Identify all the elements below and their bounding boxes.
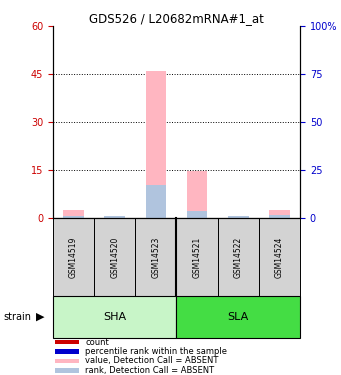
Text: GSM14520: GSM14520 — [110, 236, 119, 278]
Bar — [135, 217, 177, 296]
Bar — [269, 210, 290, 218]
Bar — [63, 210, 84, 218]
Bar — [187, 211, 207, 218]
Bar — [104, 216, 125, 217]
Title: GDS526 / L20682mRNA#1_at: GDS526 / L20682mRNA#1_at — [89, 12, 264, 25]
Text: strain: strain — [3, 312, 31, 322]
Bar — [146, 185, 166, 218]
Bar — [55, 368, 79, 373]
Text: ▶: ▶ — [36, 312, 44, 322]
Text: SHA: SHA — [103, 312, 126, 322]
Bar — [55, 358, 79, 363]
Bar — [53, 217, 94, 296]
Text: SLA: SLA — [228, 312, 249, 322]
Bar — [53, 296, 177, 338]
Bar — [269, 214, 290, 217]
Text: GSM14519: GSM14519 — [69, 236, 78, 278]
Bar — [228, 216, 249, 217]
Bar — [177, 217, 218, 296]
Bar — [177, 296, 300, 338]
Bar — [146, 71, 166, 217]
Bar — [228, 216, 249, 217]
Bar — [55, 350, 79, 354]
Bar — [218, 217, 259, 296]
Text: GSM14524: GSM14524 — [275, 236, 284, 278]
Bar — [104, 216, 125, 217]
Text: value, Detection Call = ABSENT: value, Detection Call = ABSENT — [85, 356, 219, 365]
Bar — [63, 216, 84, 217]
Text: GSM14523: GSM14523 — [151, 236, 160, 278]
Text: rank, Detection Call = ABSENT: rank, Detection Call = ABSENT — [85, 366, 214, 375]
Bar — [259, 217, 300, 296]
Text: GSM14521: GSM14521 — [193, 236, 202, 278]
Text: percentile rank within the sample: percentile rank within the sample — [85, 347, 227, 356]
Bar — [187, 171, 207, 217]
Text: count: count — [85, 338, 109, 346]
Bar — [55, 340, 79, 344]
Text: GSM14522: GSM14522 — [234, 236, 243, 278]
Bar — [94, 217, 135, 296]
